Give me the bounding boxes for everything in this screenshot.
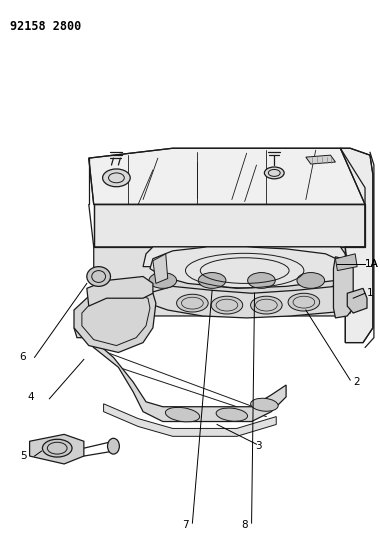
- Polygon shape: [74, 328, 286, 422]
- Polygon shape: [89, 148, 365, 205]
- Polygon shape: [153, 266, 343, 300]
- Ellipse shape: [288, 293, 320, 311]
- Ellipse shape: [211, 296, 243, 314]
- Polygon shape: [143, 247, 347, 266]
- Polygon shape: [74, 286, 156, 352]
- Polygon shape: [336, 254, 357, 271]
- Ellipse shape: [297, 272, 325, 288]
- Polygon shape: [94, 205, 365, 247]
- Text: 92158 2800: 92158 2800: [10, 20, 81, 33]
- Text: 4: 4: [28, 392, 34, 402]
- Ellipse shape: [149, 272, 177, 288]
- Ellipse shape: [251, 398, 278, 411]
- Ellipse shape: [43, 439, 72, 457]
- Text: 1A: 1A: [365, 259, 379, 269]
- Polygon shape: [148, 286, 350, 318]
- Text: 7: 7: [182, 520, 189, 530]
- Ellipse shape: [264, 167, 284, 179]
- Ellipse shape: [216, 408, 247, 421]
- Polygon shape: [306, 155, 336, 164]
- Ellipse shape: [87, 266, 111, 286]
- Ellipse shape: [165, 407, 200, 422]
- Polygon shape: [150, 247, 343, 288]
- Ellipse shape: [103, 169, 130, 187]
- Text: 8: 8: [241, 520, 248, 530]
- Polygon shape: [94, 247, 350, 316]
- Text: 1: 1: [367, 288, 374, 298]
- Text: 6: 6: [20, 352, 26, 362]
- Polygon shape: [347, 288, 367, 313]
- Polygon shape: [340, 148, 373, 343]
- Ellipse shape: [177, 294, 208, 312]
- Polygon shape: [30, 434, 84, 464]
- Text: 1A: 1A: [365, 259, 379, 269]
- Text: 5: 5: [20, 451, 26, 461]
- Ellipse shape: [250, 296, 282, 314]
- Polygon shape: [104, 404, 276, 437]
- Polygon shape: [153, 254, 168, 284]
- Text: 2: 2: [353, 377, 360, 387]
- Polygon shape: [334, 257, 353, 318]
- Ellipse shape: [198, 272, 226, 288]
- Text: 3: 3: [255, 441, 262, 451]
- Ellipse shape: [248, 272, 275, 288]
- Polygon shape: [87, 277, 153, 306]
- Ellipse shape: [108, 438, 119, 454]
